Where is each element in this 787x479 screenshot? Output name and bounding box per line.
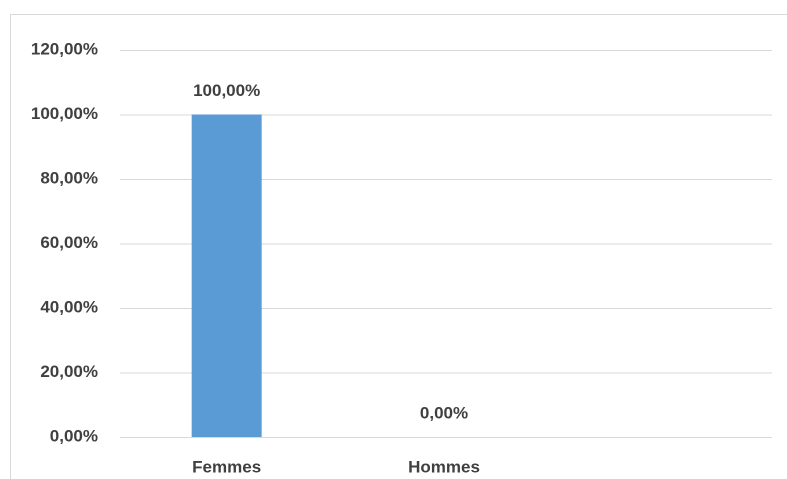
y-tick-label: 20,00%: [40, 362, 98, 381]
y-tick-label: 0,00%: [50, 426, 98, 445]
y-tick-label: 80,00%: [40, 168, 98, 187]
y-tick-label: 120,00%: [31, 39, 98, 58]
y-tick-label: 60,00%: [40, 233, 98, 252]
data-label: 100,00%: [193, 81, 260, 100]
y-tick-label: 100,00%: [31, 104, 98, 123]
bar: [191, 114, 262, 437]
chart-frame: [10, 14, 787, 479]
x-tick-label: Hommes: [408, 457, 480, 476]
y-tick-label: 40,00%: [40, 297, 98, 316]
x-tick-label: Femmes: [192, 457, 261, 476]
data-label: 0,00%: [420, 403, 468, 422]
